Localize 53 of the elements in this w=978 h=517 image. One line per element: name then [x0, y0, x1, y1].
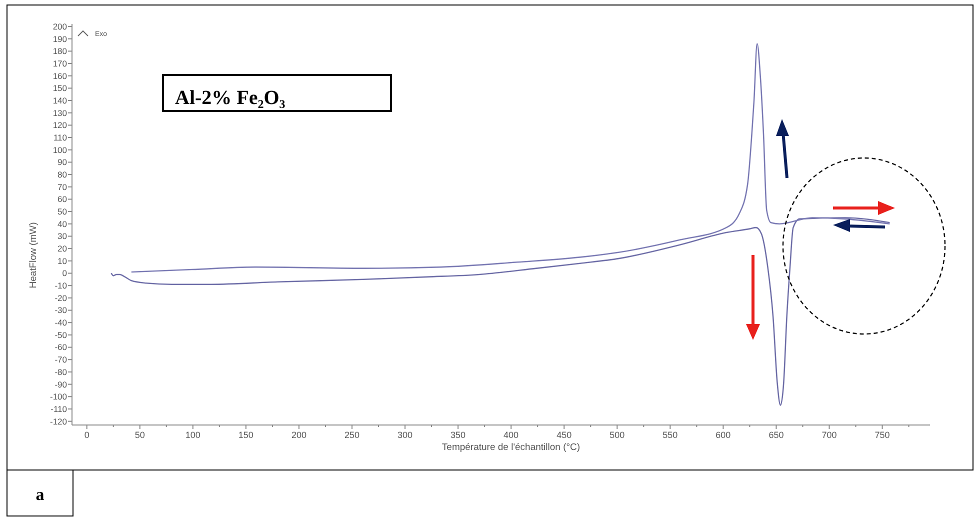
y-tick-label: -80 — [54, 366, 68, 377]
y-tick-label: -110 — [50, 404, 68, 414]
y-tick-label: 70 — [58, 182, 68, 192]
y-tick-label: -30 — [54, 305, 68, 316]
x-tick-label: 100 — [185, 430, 200, 440]
y-tick-label: -100 — [50, 392, 68, 402]
x-tick-label: 750 — [874, 430, 890, 440]
y-tick-label: 80 — [58, 170, 68, 180]
y-tick-label: 110 — [53, 132, 68, 142]
y-tick-label: 180 — [52, 46, 68, 56]
y-tick-label: 90 — [58, 157, 68, 168]
y-tick-label: -70 — [54, 354, 68, 365]
y-tick-label: 200 — [52, 21, 68, 32]
y-tick-label: 160 — [52, 70, 68, 81]
x-tick-label: 650 — [768, 430, 784, 440]
text: a — [36, 485, 45, 504]
y-tick-label: 30 — [58, 231, 68, 242]
x-tick-label: 150 — [238, 430, 254, 440]
y-tick-label: 190 — [52, 34, 68, 44]
x-tick-label: 200 — [291, 430, 306, 440]
y-tick-label: 170 — [52, 58, 68, 68]
y-tick-label: 0 — [62, 268, 68, 278]
y-tick-label: 10 — [58, 256, 68, 266]
x-tick-label: 700 — [822, 430, 837, 440]
x-tick-label: 550 — [662, 430, 678, 440]
x-tick-label: 450 — [556, 430, 572, 440]
y-tick-label: 20 — [58, 244, 68, 254]
y-tick-label: 100 — [52, 144, 68, 155]
x-tick-label: 500 — [610, 430, 625, 440]
y-tick-label: 120 — [52, 120, 68, 130]
text: Al-2% Fe₂O₃ — [175, 87, 286, 109]
y-tick-label: -20 — [54, 292, 68, 303]
x-axis-title: Température de l'échantillon (°C) — [442, 442, 580, 453]
x-tick-label: 300 — [398, 430, 413, 440]
y-tick-label: -50 — [54, 330, 68, 340]
y-tick-label: -60 — [54, 342, 68, 352]
x-tick-label: 400 — [504, 430, 519, 440]
x-tick-label: 350 — [450, 430, 466, 440]
y-tick-label: 60 — [58, 194, 68, 204]
y-tick-label: 50 — [58, 206, 68, 217]
y-tick-label: 150 — [52, 83, 68, 94]
y-tick-label: -120 — [50, 416, 68, 426]
y-tick-label: -10 — [54, 280, 68, 291]
y-tick-label: 140 — [52, 95, 68, 106]
y-axis-title: HeatFlow (mW) — [28, 222, 39, 288]
y-tick-label: 40 — [58, 218, 68, 229]
x-tick-label: 250 — [344, 430, 360, 440]
x-tick-label: 0 — [84, 430, 90, 440]
x-tick-label: 50 — [134, 430, 145, 440]
y-tick-label: -40 — [54, 318, 68, 328]
y-tick-label: -90 — [54, 379, 68, 390]
x-tick-label: 600 — [716, 430, 731, 440]
y-tick-label: 130 — [52, 108, 68, 118]
